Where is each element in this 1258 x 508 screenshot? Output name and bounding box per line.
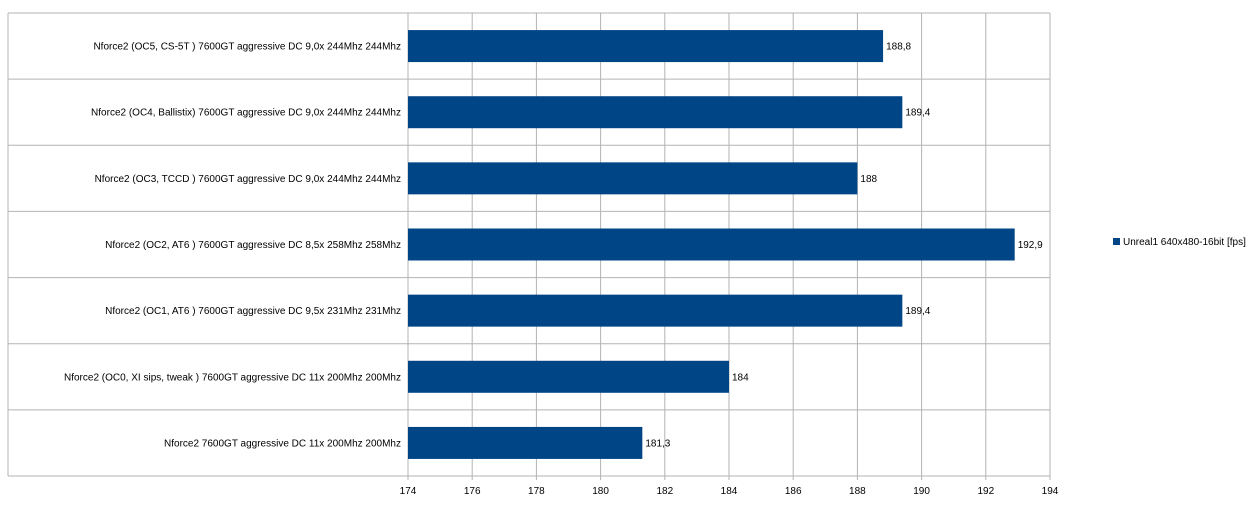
data-label: 184 bbox=[732, 372, 749, 383]
bar bbox=[408, 426, 643, 459]
category-label: Nforce2 (OC2, AT6 ) 7600GT aggressive DC… bbox=[105, 240, 401, 251]
data-labels: 188,8 189,4 188 192,9 189,4 184 181,3 bbox=[645, 42, 1043, 450]
x-axis-ticks: 174 176 178 180 182 184 186 188 190 192 194 bbox=[400, 486, 1059, 497]
bar bbox=[408, 294, 903, 327]
x-tick-label: 188 bbox=[849, 486, 866, 497]
x-tick-label: 194 bbox=[1042, 486, 1059, 497]
legend: Unreal1 640x480-16bit [fps] bbox=[1113, 237, 1246, 248]
category-labels: Nforce2 (OC5, CS-5T ) 7600GT aggressive … bbox=[64, 42, 401, 450]
category-label: Nforce2 (OC4, Ballistix) 7600GT aggressi… bbox=[91, 108, 401, 119]
bar bbox=[408, 30, 884, 63]
x-tick-label: 180 bbox=[592, 486, 609, 497]
x-tick-label: 186 bbox=[785, 486, 802, 497]
x-tick-label: 178 bbox=[528, 486, 545, 497]
data-label: 188 bbox=[860, 174, 877, 185]
legend-entry: Unreal1 640x480-16bit [fps] bbox=[1123, 237, 1246, 248]
legend-swatch bbox=[1113, 238, 1120, 245]
category-label: Nforce2 (OC0, XI sips, tweak ) 7600GT ag… bbox=[64, 372, 401, 383]
x-tick-label: 184 bbox=[721, 486, 738, 497]
data-label: 192,9 bbox=[1018, 240, 1043, 251]
x-tick-label: 174 bbox=[400, 486, 417, 497]
bars bbox=[408, 30, 1015, 459]
data-label: 181,3 bbox=[645, 438, 670, 449]
bar bbox=[408, 96, 903, 129]
x-tick-label: 182 bbox=[656, 486, 673, 497]
bar bbox=[408, 228, 1015, 261]
data-label: 188,8 bbox=[886, 42, 911, 53]
x-tick-label: 190 bbox=[913, 486, 930, 497]
data-label: 189,4 bbox=[905, 306, 930, 317]
x-tick-label: 192 bbox=[977, 486, 994, 497]
category-label: Nforce2 (OC5, CS-5T ) 7600GT aggressive … bbox=[93, 42, 401, 53]
data-label: 189,4 bbox=[905, 108, 930, 119]
x-tick-label: 176 bbox=[464, 486, 481, 497]
category-label: Nforce2 (OC1, AT6 ) 7600GT aggressive DC… bbox=[105, 306, 401, 317]
category-label: Nforce2 7600GT aggressive DC 11x 200Mhz … bbox=[164, 438, 401, 449]
bar bbox=[408, 162, 858, 195]
category-label: Nforce2 (OC3, TCCD ) 7600GT aggressive D… bbox=[95, 174, 401, 185]
bar bbox=[408, 360, 729, 393]
